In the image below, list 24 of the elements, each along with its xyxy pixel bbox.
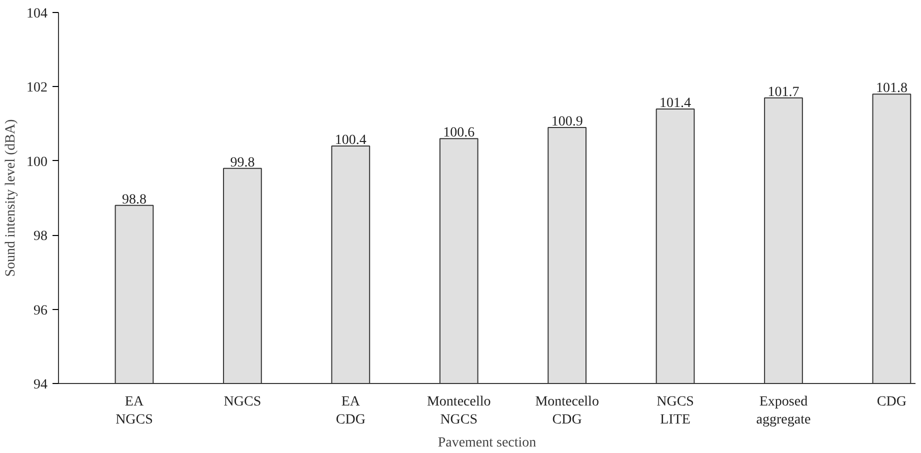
x-tick-label: NGCS: [224, 394, 262, 410]
data-label: 98.8: [122, 192, 146, 208]
data-label: 100.6: [443, 126, 475, 141]
x-tick-label: EA NGCS: [116, 394, 153, 428]
x-tick-label: NGCS LITE: [656, 394, 694, 428]
data-label: 101.8: [876, 81, 908, 96]
x-tick-label: Montecello NGCS: [426, 394, 491, 428]
data-label: 100.4: [334, 133, 366, 148]
y-tick-label: 102: [26, 80, 48, 96]
data-label: 101.4: [660, 96, 692, 111]
x-tick-label: CDG: [876, 394, 906, 410]
y-tick-label: 100: [26, 154, 48, 170]
data-label: 99.8: [230, 155, 255, 170]
x-axis-title: Pavement section: [438, 436, 536, 450]
y-tick-label: 104: [26, 6, 48, 22]
x-tick-label: Exposed aggregate: [756, 394, 811, 428]
y-tick-label: 94: [34, 378, 48, 392]
x-tick-label: EA CDG: [336, 394, 366, 428]
data-label: 100.9: [551, 114, 583, 130]
y-axis-title: Sound intensity level (dBA): [4, 118, 18, 277]
x-tick-label: Montecello CDG: [535, 394, 599, 428]
y-tick-label: 96: [34, 303, 48, 318]
y-tick-label: 98: [34, 229, 48, 244]
data-label: 101.7: [768, 84, 800, 100]
